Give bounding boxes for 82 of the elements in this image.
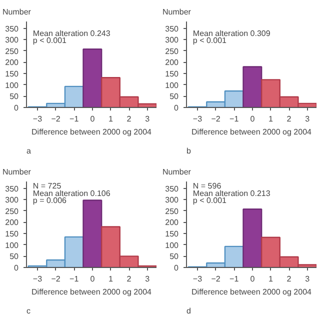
y-tick-label: 0 [174,264,180,272]
y-tick-label: 200 [5,218,20,228]
y-tick-label: 300 [165,196,180,205]
x-tick-label: −3 [32,274,43,284]
annotation: N = 725 [32,182,62,190]
x-axis-title: Difference between 2000 og 2004 [192,288,312,296]
y-tick-label: 100 [165,80,180,90]
x-tick-label: 3 [145,274,150,284]
y-axis-title: Number [2,8,32,16]
annotation: N = 596 [192,182,222,190]
text: d [186,306,191,316]
text: b [186,146,192,156]
x-tick-label: −1 [230,114,240,124]
text: c [26,306,30,316]
x-tick-label: 1 [268,274,274,284]
x-tick-label: −1 [70,274,80,284]
y-tick-label: 300 [5,36,20,45]
x-axis-title: Difference between 2000 og 2004 [32,128,152,136]
annotation: p < 0.001 [192,36,228,46]
y-tick-label: 150 [5,230,20,239]
x-tick-label: −1 [230,274,240,284]
y-tick-label: 200 [5,58,20,68]
y-tick-label: 0 [174,104,180,112]
y-tick-label: 150 [165,70,180,79]
y-tick-label: 200 [165,58,180,68]
x-tick-label: 0 [250,274,256,284]
x-tick-label: 3 [305,114,310,124]
y-tick-label: 50 [170,92,180,102]
text: a [26,146,32,156]
x-tick-label: 0 [90,274,96,284]
y-tick-label: 350 [165,24,180,34]
y-tick-label: 200 [165,218,180,228]
x-tick-label: −2 [211,114,221,124]
x-tick-label: 3 [305,274,310,284]
y-tick-label: 250 [5,206,20,216]
annotation: Mean alteration 0.309 [192,28,271,38]
y-tick-label: 50 [170,252,180,262]
annotation: p = 0.006 [32,196,68,206]
y-axis-title: Number [2,168,32,176]
x-tick-label: −3 [192,114,203,124]
y-tick-label: 250 [165,46,180,56]
y-tick-label: 350 [5,24,20,34]
x-tick-label: 0 [90,114,96,124]
annotation: p < 0.001 [32,36,68,46]
y-tick-label: 350 [5,184,20,194]
x-tick-label: 2 [126,274,132,284]
y-axis-title: Number [162,168,192,176]
y-tick-label: 250 [5,46,20,56]
x-tick-label: −2 [51,114,61,124]
x-tick-label: −3 [32,114,43,124]
y-tick-label: 100 [165,240,180,250]
y-tick-label: 100 [5,80,20,90]
y-tick-label: 50 [10,252,20,262]
y-tick-label: 300 [165,36,180,45]
y-tick-label: 350 [165,184,180,194]
x-tick-label: 1 [108,114,114,124]
x-tick-label: 2 [126,114,132,124]
x-tick-label: 2 [286,114,292,124]
x-tick-label: −2 [211,274,221,284]
y-tick-label: 150 [5,70,20,79]
x-axis-title: Difference between 2000 og 2004 [192,128,312,136]
y-tick-label: 50 [10,92,20,102]
annotation: Mean alteration 0.243 [32,28,111,38]
x-tick-label: −1 [70,114,80,124]
annotation: Mean alteration 0.213 [192,188,271,198]
x-tick-label: 1 [268,114,274,124]
y-axis-title: Number [162,8,192,16]
x-tick-label: 0 [250,114,256,124]
x-tick-label: −2 [51,274,61,284]
x-axis-title: Difference between 2000 og 2004 [32,288,152,296]
y-tick-label: 150 [165,230,180,239]
y-tick-label: 100 [5,240,20,250]
y-tick-label: 0 [14,264,20,272]
x-tick-label: 2 [286,274,292,284]
y-tick-label: 250 [165,206,180,216]
y-tick-label: 0 [14,104,20,112]
annotation: p < 0.001 [192,196,228,206]
y-tick-label: 300 [5,196,20,205]
x-tick-label: 1 [108,274,114,284]
x-tick-label: 3 [145,114,150,124]
annotation: Mean alteration 0.106 [32,188,111,198]
x-tick-label: −3 [192,274,203,284]
